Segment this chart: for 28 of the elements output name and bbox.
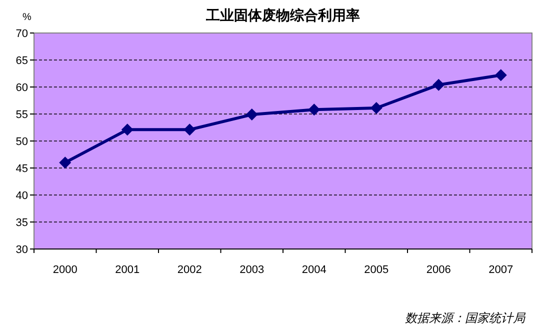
point <box>59 156 72 169</box>
x-tick-label: 2000 <box>52 264 78 276</box>
x-tick-label: 2005 <box>364 264 389 276</box>
x-tick-label: 2001 <box>115 264 140 276</box>
y-tick-label: 60 <box>16 82 28 94</box>
x-tick-label: 2003 <box>240 264 264 276</box>
x-tick-label: 2002 <box>177 264 202 276</box>
point <box>308 104 320 116</box>
y-tick-label: 30 <box>16 244 28 256</box>
point <box>184 124 196 136</box>
x-tick-label: 2007 <box>488 264 514 276</box>
y-tick-label: 65 <box>16 55 28 67</box>
y-axis-title: % <box>22 12 32 23</box>
point <box>121 124 134 136</box>
x-tick-label: 2004 <box>302 264 326 276</box>
x-tick-label: 2006 <box>426 264 451 276</box>
y-tick-label: 70 <box>16 28 28 40</box>
chart-title: 工业固体废物综合利用率 <box>205 7 360 23</box>
point <box>370 102 382 114</box>
y-tick-label: 45 <box>16 163 28 175</box>
y-tick-label: 35 <box>16 217 28 229</box>
y-tick-label: 50 <box>16 136 28 148</box>
point <box>246 108 258 121</box>
y-tick-label: 55 <box>16 109 28 121</box>
point <box>432 78 445 91</box>
point <box>494 69 507 82</box>
source-note: 数据来源：国家统计局 <box>405 311 526 325</box>
y-tick-label: 40 <box>16 190 28 202</box>
